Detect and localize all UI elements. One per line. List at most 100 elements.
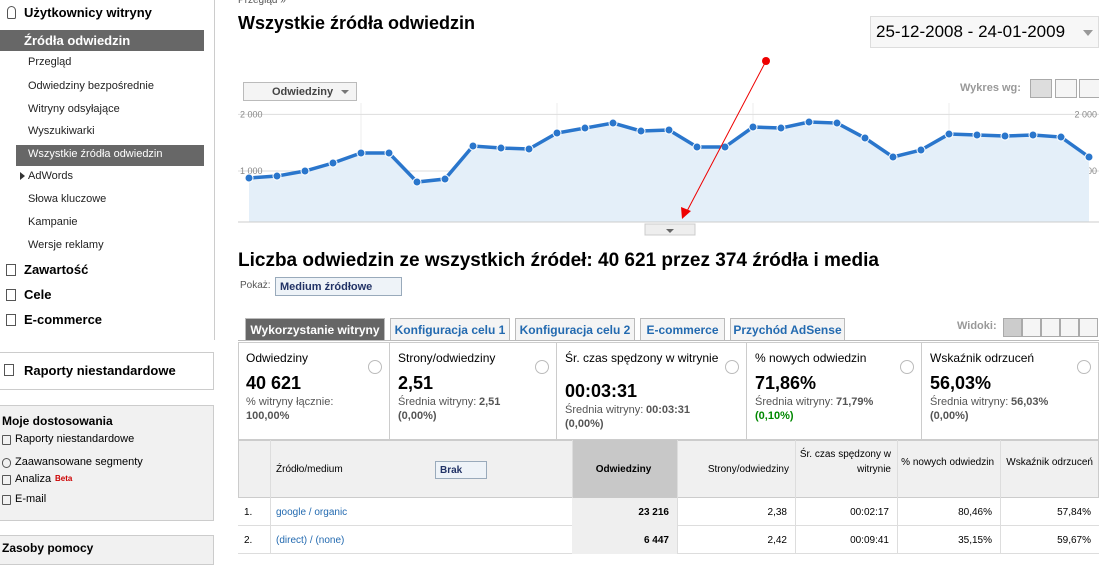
date-picker[interactable] [870, 16, 1099, 48]
nav-selected [0, 30, 204, 51]
area [249, 122, 1089, 222]
metric-label: Śr. czas spędzony w witrynie [565, 351, 719, 365]
tab[interactable]: Wykorzystanie witryny [245, 318, 385, 341]
nav-subitem[interactable]: Wyszukiwarki [28, 125, 95, 137]
nav-item[interactable]: Użytkownicy witryny [24, 5, 152, 20]
nav-item[interactable]: Zawartość [24, 262, 89, 277]
sorted-cell [572, 498, 677, 526]
column-sep [572, 440, 573, 553]
sorted-col-bg [572, 440, 677, 498]
help-icon[interactable] [725, 360, 739, 374]
metric-sub-value: 71,79% [836, 396, 874, 408]
column-sep [897, 440, 898, 553]
y-tick-label: 1 000 [240, 166, 263, 176]
view-button[interactable] [1030, 79, 1052, 98]
help-icon[interactable] [900, 360, 914, 374]
point [1000, 131, 1010, 141]
table-cell: 2,38 [767, 507, 787, 518]
nav-subitem[interactable]: AdWords [28, 170, 74, 182]
view-button[interactable] [1003, 318, 1022, 337]
point [496, 143, 506, 153]
point [384, 148, 394, 158]
nav-item[interactable]: Cele [24, 287, 52, 302]
filter-dropdown[interactable]: Brak [435, 461, 487, 479]
tab[interactable]: Konfiguracja celu 1 [390, 318, 510, 341]
column-header[interactable]: Źródło/medium [276, 464, 343, 475]
nav-item[interactable]: E-commerce [24, 312, 103, 327]
link[interactable]: Analiza [15, 473, 52, 485]
summary-heading: Liczba odwiedzin ze wszystkich źródeł: 4… [238, 250, 879, 271]
nav-subitem[interactable]: Słowa kluczowe [28, 193, 107, 205]
icon [6, 314, 16, 326]
tab[interactable]: E-commerce [640, 318, 725, 341]
metric-change: (0,00%) [930, 410, 969, 422]
nav-item[interactable]: Raporty niestandardowe [24, 363, 176, 378]
chart-by-label: Wykres wg: [960, 82, 1021, 94]
point [1056, 132, 1066, 142]
column-sep [1000, 440, 1001, 553]
view-button[interactable] [1022, 318, 1041, 337]
tab[interactable]: Konfiguracja celu 2 [515, 318, 635, 341]
metric-value: 56,03% [930, 373, 992, 393]
point [412, 177, 422, 187]
column-header[interactable]: Strony/odwiedziny [707, 464, 789, 475]
help-icon[interactable] [535, 360, 549, 374]
point [636, 126, 646, 136]
help-icon[interactable] [368, 360, 382, 374]
metric-value: 71,86% [755, 373, 817, 393]
point [468, 141, 478, 151]
source-link[interactable]: (direct) / (none) [276, 535, 345, 546]
nav-item[interactable]: Źródła odwiedzin [24, 33, 131, 48]
metric-label: % nowych odwiedzin [755, 351, 867, 365]
metric-sub: Średnia witryny: [565, 404, 644, 416]
nav-subitem[interactable]: Odwiedziny bezpośrednie [28, 80, 154, 92]
view-button[interactable] [1079, 79, 1099, 98]
sidebar-border [214, 0, 215, 340]
view-button[interactable] [1060, 318, 1079, 337]
tab[interactable]: Przychód AdSense [730, 318, 845, 341]
column-header[interactable]: Wskaźnik odrzuceń [1006, 457, 1093, 468]
point [944, 129, 954, 139]
column-header[interactable]: Śr. czas spędzony w witrynie [799, 449, 891, 475]
metric-sub-value: 56,03% [1011, 396, 1049, 408]
table-cell: 2,42 [767, 535, 787, 546]
link[interactable]: E-mail [15, 493, 47, 505]
table-cell: 2. [244, 535, 253, 546]
metric-label: Wskaźnik odrzuceń [930, 351, 1035, 365]
point [916, 145, 926, 155]
nav-subitem[interactable]: Przegląd [28, 56, 72, 68]
annotation-arrowhead [681, 207, 691, 219]
metric-sub-value: 00:03:31 [646, 404, 691, 416]
help-icon[interactable] [1077, 360, 1091, 374]
column-header[interactable]: Odwiedziny [595, 464, 652, 475]
view-button[interactable] [1079, 318, 1098, 337]
point [272, 171, 282, 181]
box-title: Moje dostosowania [2, 414, 113, 428]
expand-arrow [20, 172, 25, 180]
table-cell: 00:09:41 [850, 535, 889, 546]
icon [7, 6, 16, 19]
nav-subitem[interactable]: Wszystkie źródła odwiedzin [28, 148, 163, 160]
beta-label: Beta [55, 474, 73, 483]
view-button[interactable] [1041, 318, 1060, 337]
link[interactable]: Raporty niestandardowe [15, 433, 135, 445]
metric-change: (0,00%) [565, 418, 604, 430]
breadcrumb[interactable]: Przegląd » [238, 0, 286, 6]
metric-change: (0,10%) [755, 410, 794, 422]
annotation-arrow [685, 60, 767, 214]
table-cell: 57,84% [1057, 507, 1091, 518]
link[interactable]: Zaawansowane segmenty [15, 456, 143, 468]
view-button[interactable] [1055, 79, 1077, 98]
nav-subitem[interactable]: Witryny odsyłające [28, 103, 120, 115]
show-dropdown[interactable]: Medium źródłowe [275, 277, 402, 296]
y-tick-label: 2 000 [240, 109, 263, 119]
nav-subitem[interactable]: Kampanie [28, 216, 78, 228]
nav-subitem[interactable]: Wersje reklamy [28, 239, 104, 251]
column-header[interactable]: % nowych odwiedzin [901, 457, 994, 468]
column-sep [270, 440, 271, 553]
source-link[interactable]: google / organic [276, 507, 348, 518]
point [608, 118, 618, 128]
point [748, 122, 758, 132]
metric-dropdown[interactable]: Odwiedziny [243, 82, 357, 101]
